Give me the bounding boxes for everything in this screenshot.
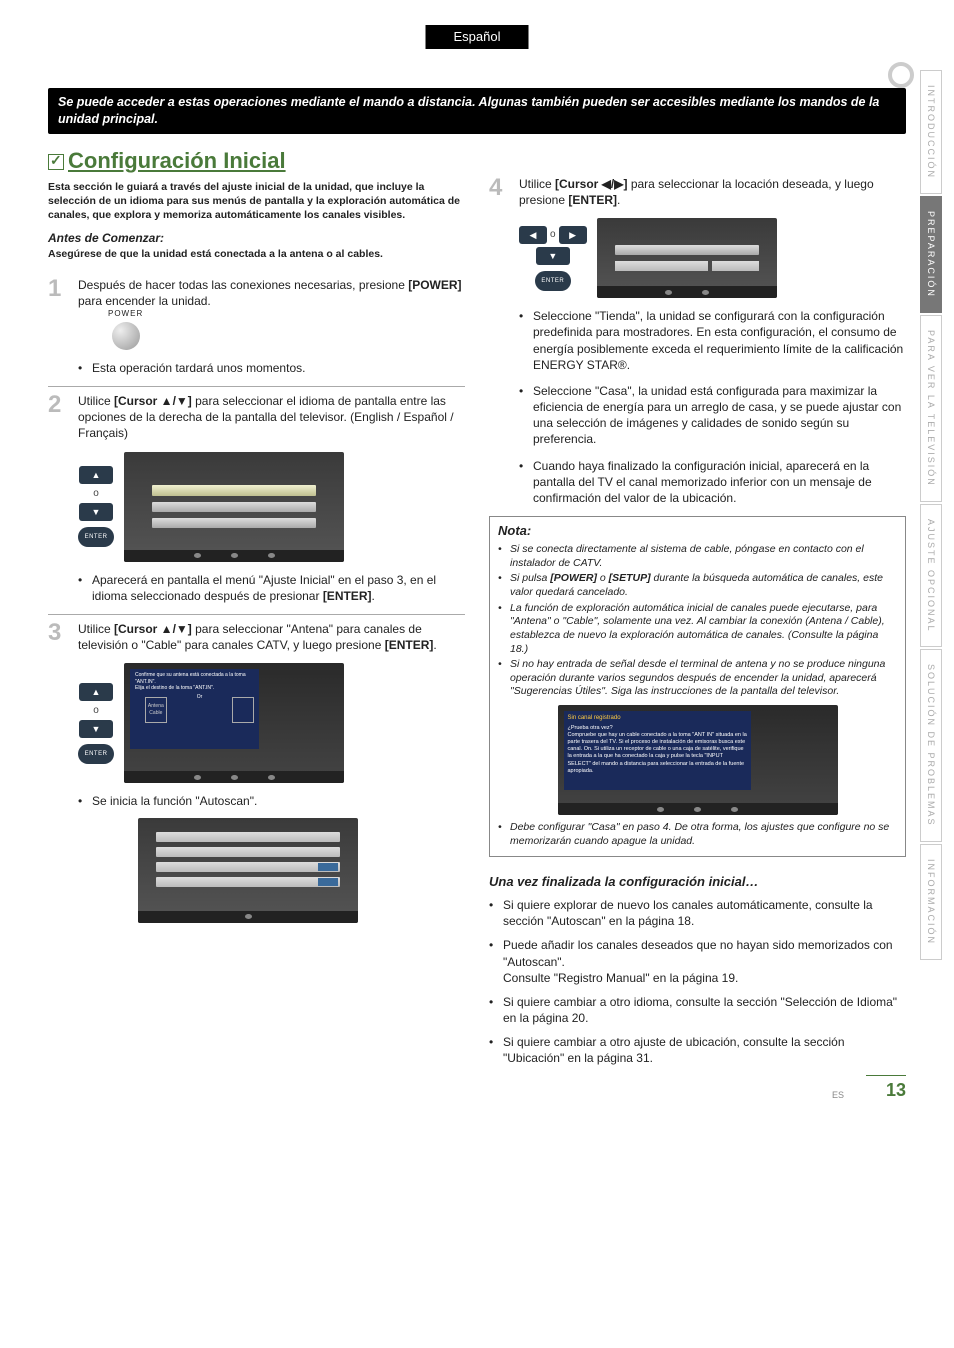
step-num-1: 1 [48, 277, 68, 376]
step-3: 3 Utilice [Cursor ▲/▼] para seleccionar … [48, 614, 465, 923]
step4-b3: •Cuando haya finalizado la configuración… [519, 458, 906, 507]
helpful-line-2: Compruebe que hay un cable conectado a l… [568, 732, 748, 775]
nota-1: Si se conecta directamente al sistema de… [498, 543, 897, 570]
step2-bullet: •Aparecerá en pantalla el menú "Ajuste I… [78, 572, 465, 604]
intro-text: Esta sección le guiará a través del ajus… [48, 181, 465, 222]
side-tab-prep[interactable]: PREPARACIÓN [920, 196, 942, 313]
step-num-3: 3 [48, 621, 68, 923]
side-tab-intro[interactable]: INTRODUCCIÓN [920, 70, 942, 194]
check-icon [48, 154, 64, 170]
step1-text: Después de hacer todas las conexiones ne… [78, 278, 462, 308]
cursor-up-icon: ▲ [79, 466, 113, 484]
antenna-option: AntenaCable [145, 697, 167, 723]
step3-bullet: •Se inicia la función "Autoscan". [78, 793, 465, 809]
enter-button-icon: ENTER [78, 744, 114, 764]
final-3: Si quiere cambiar a otro idioma, consult… [489, 994, 906, 1026]
final-1: Si quiere explorar de nuevo los canales … [489, 897, 906, 929]
helpful-title: Sin canal registrado [568, 715, 748, 723]
power-button-icon [112, 322, 140, 350]
side-tab-tv[interactable]: PARA VER LA TELEVISIÓN [920, 315, 942, 502]
or-label: o [550, 228, 556, 242]
nota-4: Si no hay entrada de señal desde el term… [498, 658, 897, 699]
step2-text: Utilice [Cursor ▲/▼] para seleccionar el… [78, 394, 454, 440]
tv-screen-autoscan [138, 818, 358, 923]
cursor-down-icon: ▼ [79, 720, 113, 738]
before-text: Asegúrese de que la unidad está conectad… [48, 247, 465, 261]
power-label: POWER [108, 309, 465, 320]
or-text: Or [197, 695, 203, 721]
step-num-2: 2 [48, 393, 68, 604]
step4-b2: •Seleccione "Casa", la unidad está confi… [519, 383, 906, 448]
step4-b1: •Seleccione "Tienda", la unidad se confi… [519, 308, 906, 373]
cursor-right-icon: ▶ [559, 226, 587, 244]
page-title: Configuración Inicial [48, 146, 465, 176]
enter-button-icon: ENTER [78, 527, 114, 547]
side-nav: INTRODUCCIÓN PREPARACIÓN PARA VER LA TEL… [920, 70, 942, 962]
cable-option [232, 697, 254, 723]
tv-screen-location [597, 218, 777, 298]
remote-cursor-horizontal: ◀ o ▶ ▼ ENTER [519, 226, 587, 291]
remote-cursor-vertical-2: ▲ o ▼ ENTER [78, 683, 114, 765]
enter-button-icon: ENTER [535, 271, 571, 291]
step4-text: Utilice [Cursor ◀/▶] para seleccionar la… [519, 177, 874, 207]
nota-5: Debe configurar "Casa" en paso 4. De otr… [498, 821, 897, 848]
step-4: 4 Utilice [Cursor ◀/▶] para seleccionar … [489, 170, 906, 506]
cursor-left-icon: ◀ [519, 226, 547, 244]
access-banner: Se puede acceder a estas operaciones med… [48, 88, 906, 134]
right-column: 4 Utilice [Cursor ◀/▶] para seleccionar … [489, 146, 906, 1075]
final-list: Si quiere explorar de nuevo los canales … [489, 897, 906, 1067]
side-tab-problems[interactable]: SOLUCIÓN DE PROBLEMAS [920, 649, 942, 842]
before-head: Antes de Comenzar: [48, 230, 465, 246]
nota-2: Si pulsa [POWER] o [SETUP] durante la bú… [498, 572, 897, 599]
or-label: o [93, 704, 99, 718]
page-number: 13 [866, 1075, 906, 1102]
antenna-msg-1: Confirme que su antena está conectada a … [135, 672, 254, 685]
final-head: Una vez finalizada la configuración inic… [489, 873, 906, 891]
tv-screen-helpful: Sin canal registrado ¿Prueba otra vez? C… [558, 705, 838, 815]
remote-cursor-vertical: ▲ o ▼ ENTER [78, 466, 114, 548]
step-num-4: 4 [489, 176, 509, 506]
final-2: Puede añadir los canales deseados que no… [489, 937, 906, 986]
or-label: o [93, 487, 99, 501]
nota-title: Nota: [498, 523, 897, 540]
step1-bullet: •Esta operación tardará unos momentos. [78, 360, 465, 376]
es-mark: ES [832, 1089, 844, 1101]
step-2: 2 Utilice [Cursor ▲/▼] para seleccionar … [48, 386, 465, 604]
cursor-up-icon: ▲ [79, 683, 113, 701]
decorative-circle [888, 62, 914, 88]
tv-screen-antenna: Confirme que su antena está conectada a … [124, 663, 344, 783]
tv-screen-lang [124, 452, 344, 562]
helpful-line-1: ¿Prueba otra vez? [568, 725, 748, 732]
step3-text: Utilice [Cursor ▲/▼] para seleccionar "A… [78, 622, 437, 652]
side-tab-info[interactable]: INFORMACIÓN [920, 844, 942, 960]
left-column: Configuración Inicial Esta sección le gu… [48, 146, 465, 1075]
nota-box: Nota: Si se conecta directamente al sist… [489, 516, 906, 857]
side-tab-adjust[interactable]: AJUSTE OPCIONAL [920, 504, 942, 648]
step-1: 1 Después de hacer todas las conexiones … [48, 271, 465, 376]
cursor-down-icon: ▼ [536, 247, 570, 265]
cursor-down-icon: ▼ [79, 503, 113, 521]
language-tab: Español [426, 25, 529, 49]
nota-3: La función de exploración automática ini… [498, 602, 897, 657]
final-4: Si quiere cambiar a otro ajuste de ubica… [489, 1034, 906, 1066]
antenna-msg-2: Elija el destino de la toma "ANT.IN". [135, 685, 254, 692]
